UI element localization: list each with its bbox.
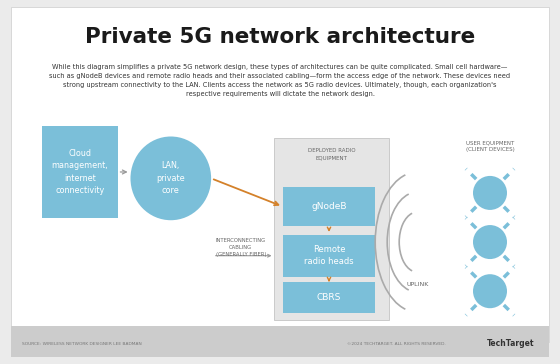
Circle shape bbox=[473, 274, 507, 308]
Text: Private 5G network architecture: Private 5G network architecture bbox=[85, 27, 475, 47]
Text: SOURCE: WIRELESS NETWORK DESIGNER LEE BADMAN: SOURCE: WIRELESS NETWORK DESIGNER LEE BA… bbox=[22, 342, 142, 346]
Text: Remote
radio heads: Remote radio heads bbox=[304, 245, 354, 266]
Bar bbox=[283, 187, 375, 226]
Bar bbox=[42, 126, 118, 218]
Bar bbox=[274, 138, 389, 320]
Bar bbox=[11, 326, 549, 357]
Circle shape bbox=[473, 176, 507, 210]
Text: While this diagram simplifies a private 5G network design, these types of archit: While this diagram simplifies a private … bbox=[49, 64, 511, 97]
Text: LAN,
private
core: LAN, private core bbox=[156, 161, 185, 195]
Text: USER EQUIPMENT
(CLIENT DEVICES): USER EQUIPMENT (CLIENT DEVICES) bbox=[465, 140, 515, 152]
Text: Cloud
management,
internet
connectivity: Cloud management, internet connectivity bbox=[52, 149, 108, 195]
Text: TechTarget: TechTarget bbox=[487, 340, 535, 348]
Text: INTERCONNECTING
CABLING
(GENERALLY FIBER): INTERCONNECTING CABLING (GENERALLY FIBER… bbox=[216, 238, 266, 257]
Bar bbox=[283, 282, 375, 313]
Text: ©2024 TECHTARGET. ALL RIGHTS RESERVED.: ©2024 TECHTARGET. ALL RIGHTS RESERVED. bbox=[347, 342, 446, 346]
Circle shape bbox=[473, 225, 507, 259]
Text: CBRS: CBRS bbox=[317, 293, 341, 302]
Text: gNodeB: gNodeB bbox=[311, 202, 347, 211]
Ellipse shape bbox=[130, 136, 211, 220]
Bar bbox=[283, 235, 375, 277]
Text: DEPLOYED RADIO
EQUIPMENT: DEPLOYED RADIO EQUIPMENT bbox=[308, 148, 356, 160]
Text: UPLINK: UPLINK bbox=[406, 282, 428, 287]
